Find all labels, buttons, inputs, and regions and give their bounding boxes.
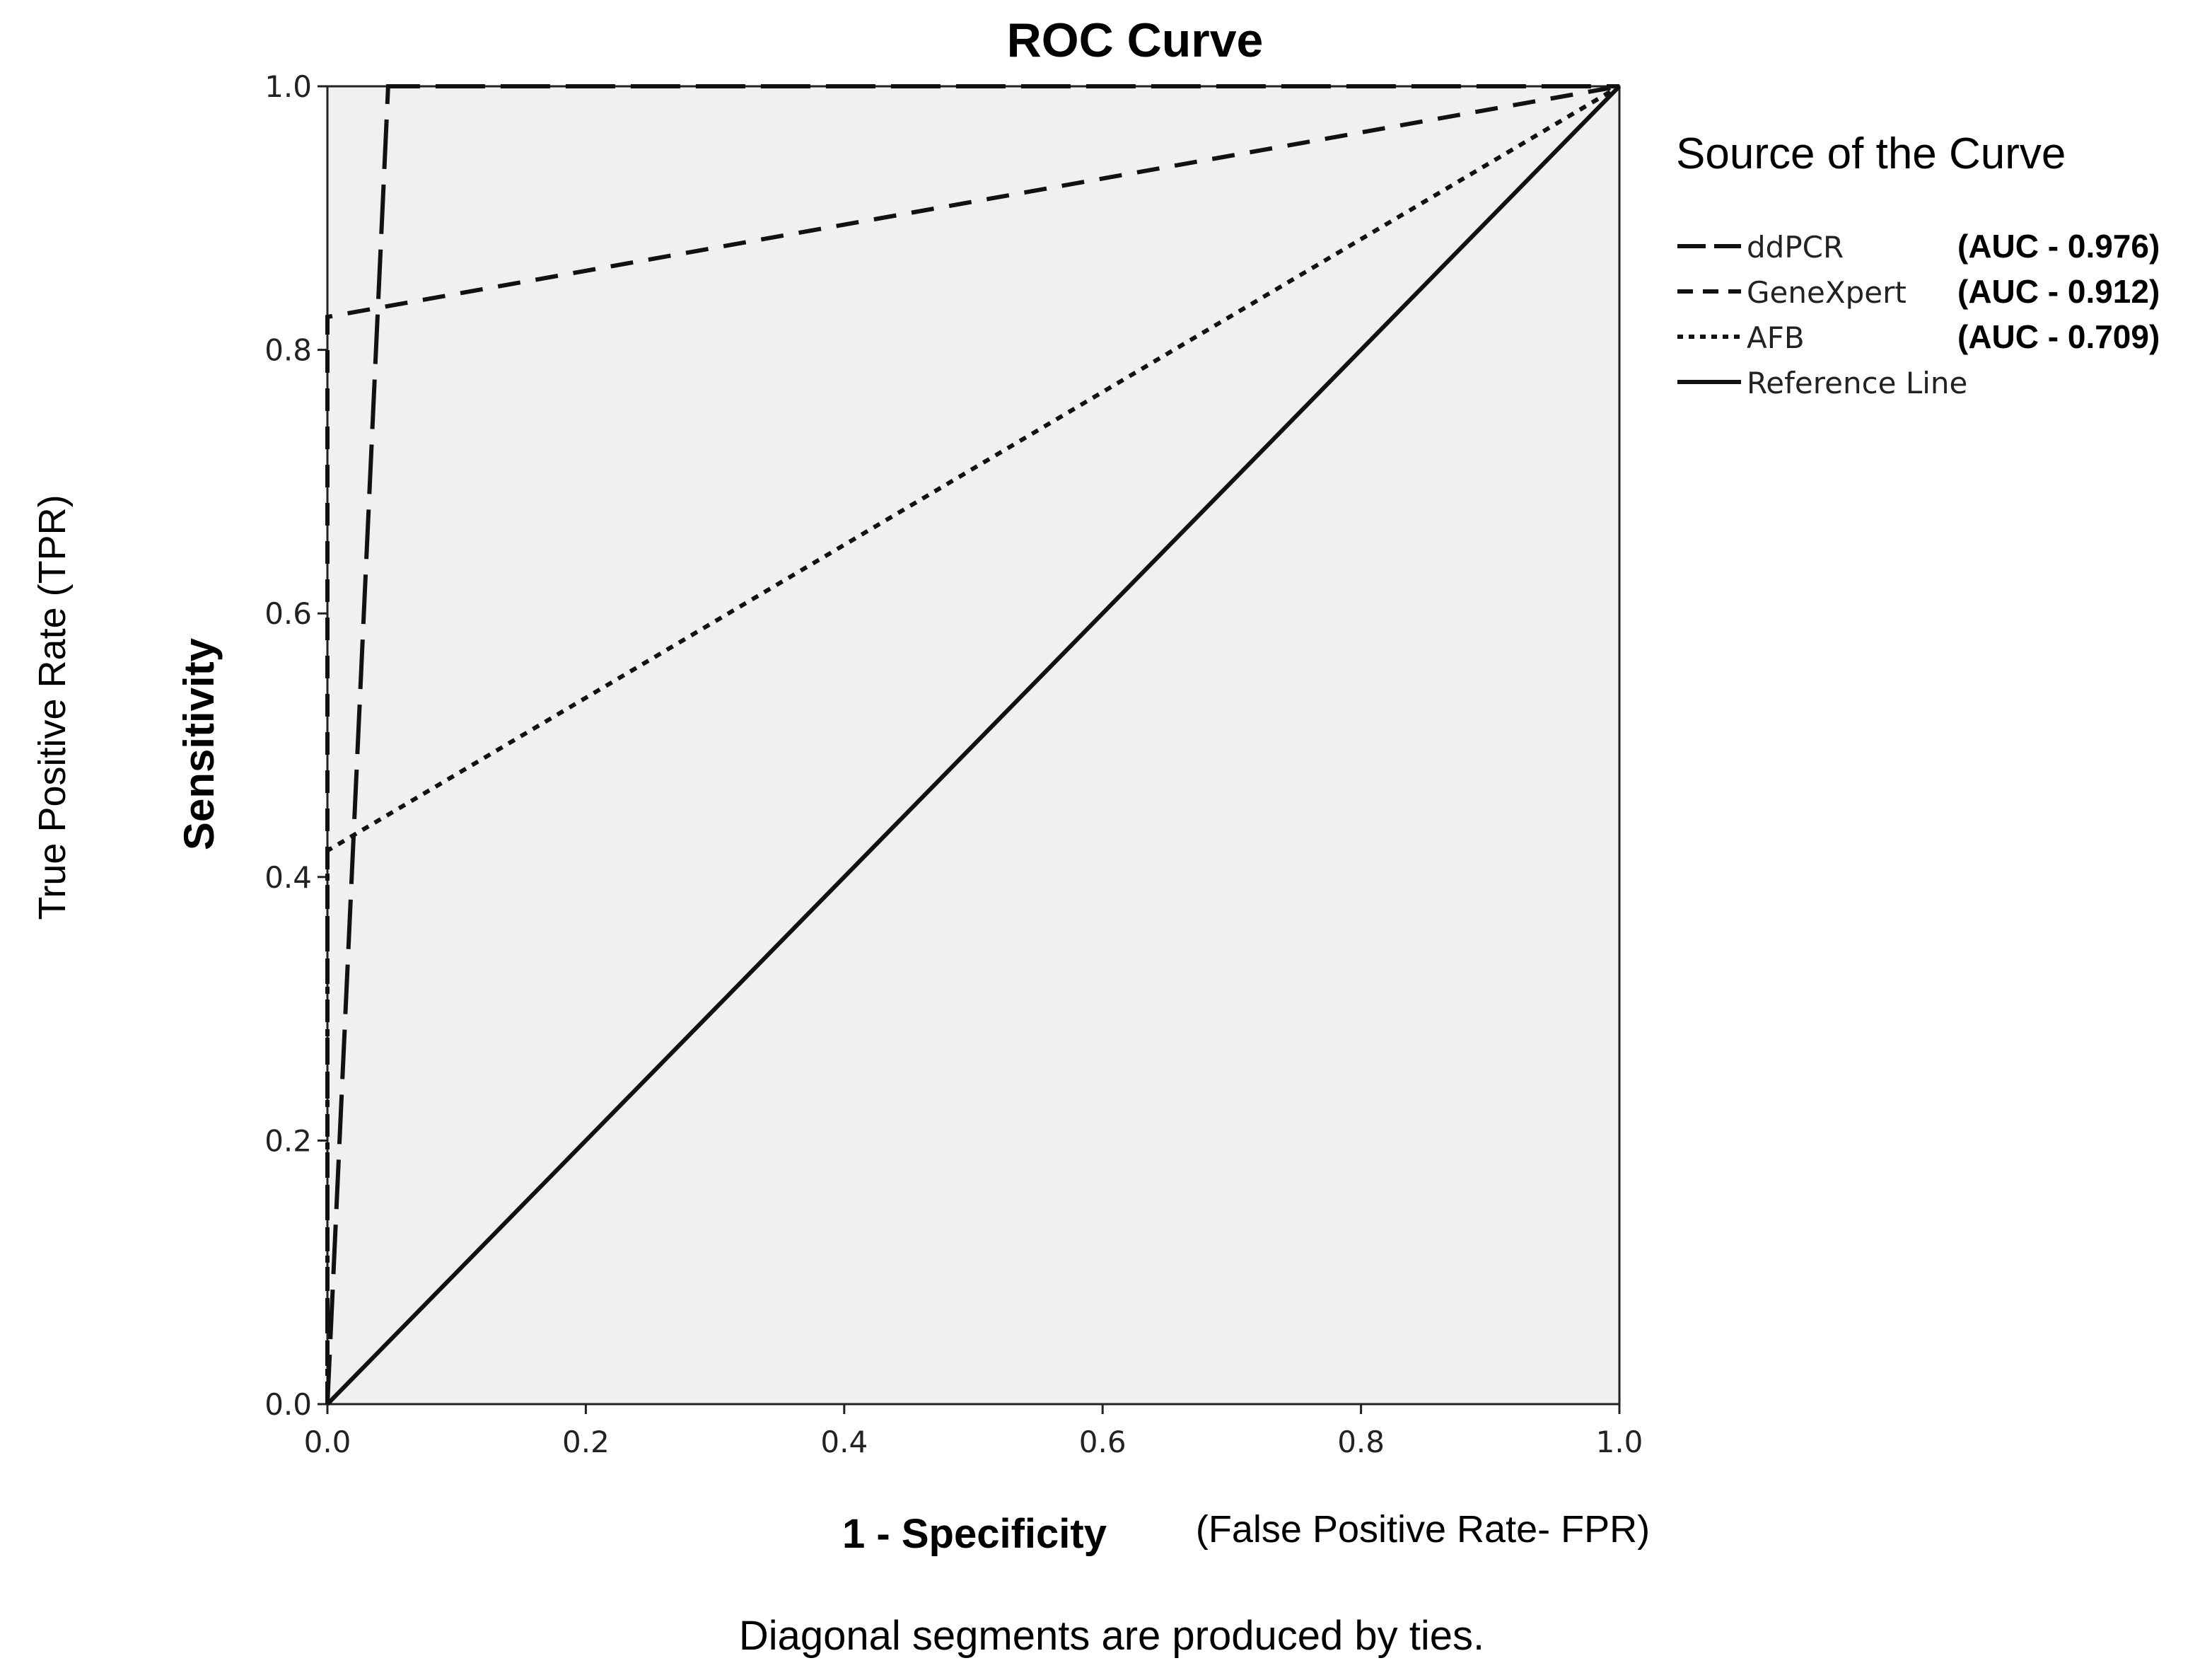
y-axis-outer-label: True Positive Rate (TPR) [31, 494, 74, 920]
y-tick-label: 0.8 [264, 333, 312, 368]
y-tick-label: 1.0 [264, 69, 312, 104]
legend: Source of the Curve ddPCR (AUC - 0.976) Ge… [1676, 129, 2160, 400]
x-axis-label: 1 - Specificity [842, 1511, 1107, 1557]
y-axis-label: Sensitivity [175, 637, 223, 850]
legend-auc-ddpcr: (AUC - 0.976) [1957, 228, 2160, 265]
axis-ticks: 0.0 0.2 0.4 0.6 0.8 1.0 0.0 0.2 0.4 0.6 0.8 1.0 [264, 69, 1643, 1459]
legend-auc-genexpert: (AUC - 0.912) [1957, 273, 2160, 310]
chart-footnote: Diagonal segments are produced by ties. [739, 1613, 1484, 1659]
legend-title: Source of the Curve [1676, 129, 2066, 178]
series-line-reference-line [325, 84, 1622, 1406]
x-tick-label: 0.2 [562, 1425, 610, 1459]
x-tick-label: 0.6 [1079, 1425, 1127, 1459]
y-tick-label: 0.6 [264, 596, 312, 631]
legend-label-ddpcr: ddPCR [1747, 230, 1844, 265]
chart-title: ROC Curve [1007, 13, 1264, 67]
legend-label-afb: AFB [1747, 320, 1805, 355]
y-tick-label: 0.4 [264, 860, 312, 895]
series-line-genexpert [325, 84, 1620, 1404]
y-tick-label: 0.0 [264, 1387, 312, 1422]
legend-label-genexpert: GeneXpert [1747, 275, 1907, 310]
x-axis-note: (False Positive Rate- FPR) [1196, 1508, 1650, 1551]
legend-label-reference-line: Reference Line [1747, 366, 1967, 400]
x-tick-label: 1.0 [1596, 1425, 1643, 1459]
legend-auc-afb: (AUC - 0.709) [1957, 318, 2160, 355]
series-line-ddpcr [325, 84, 1619, 1405]
series-layer [325, 84, 1622, 1406]
x-tick-label: 0.8 [1337, 1425, 1385, 1459]
y-tick-label: 0.2 [264, 1123, 312, 1158]
x-tick-label: 0.0 [304, 1425, 351, 1459]
x-tick-label: 0.4 [820, 1425, 868, 1459]
